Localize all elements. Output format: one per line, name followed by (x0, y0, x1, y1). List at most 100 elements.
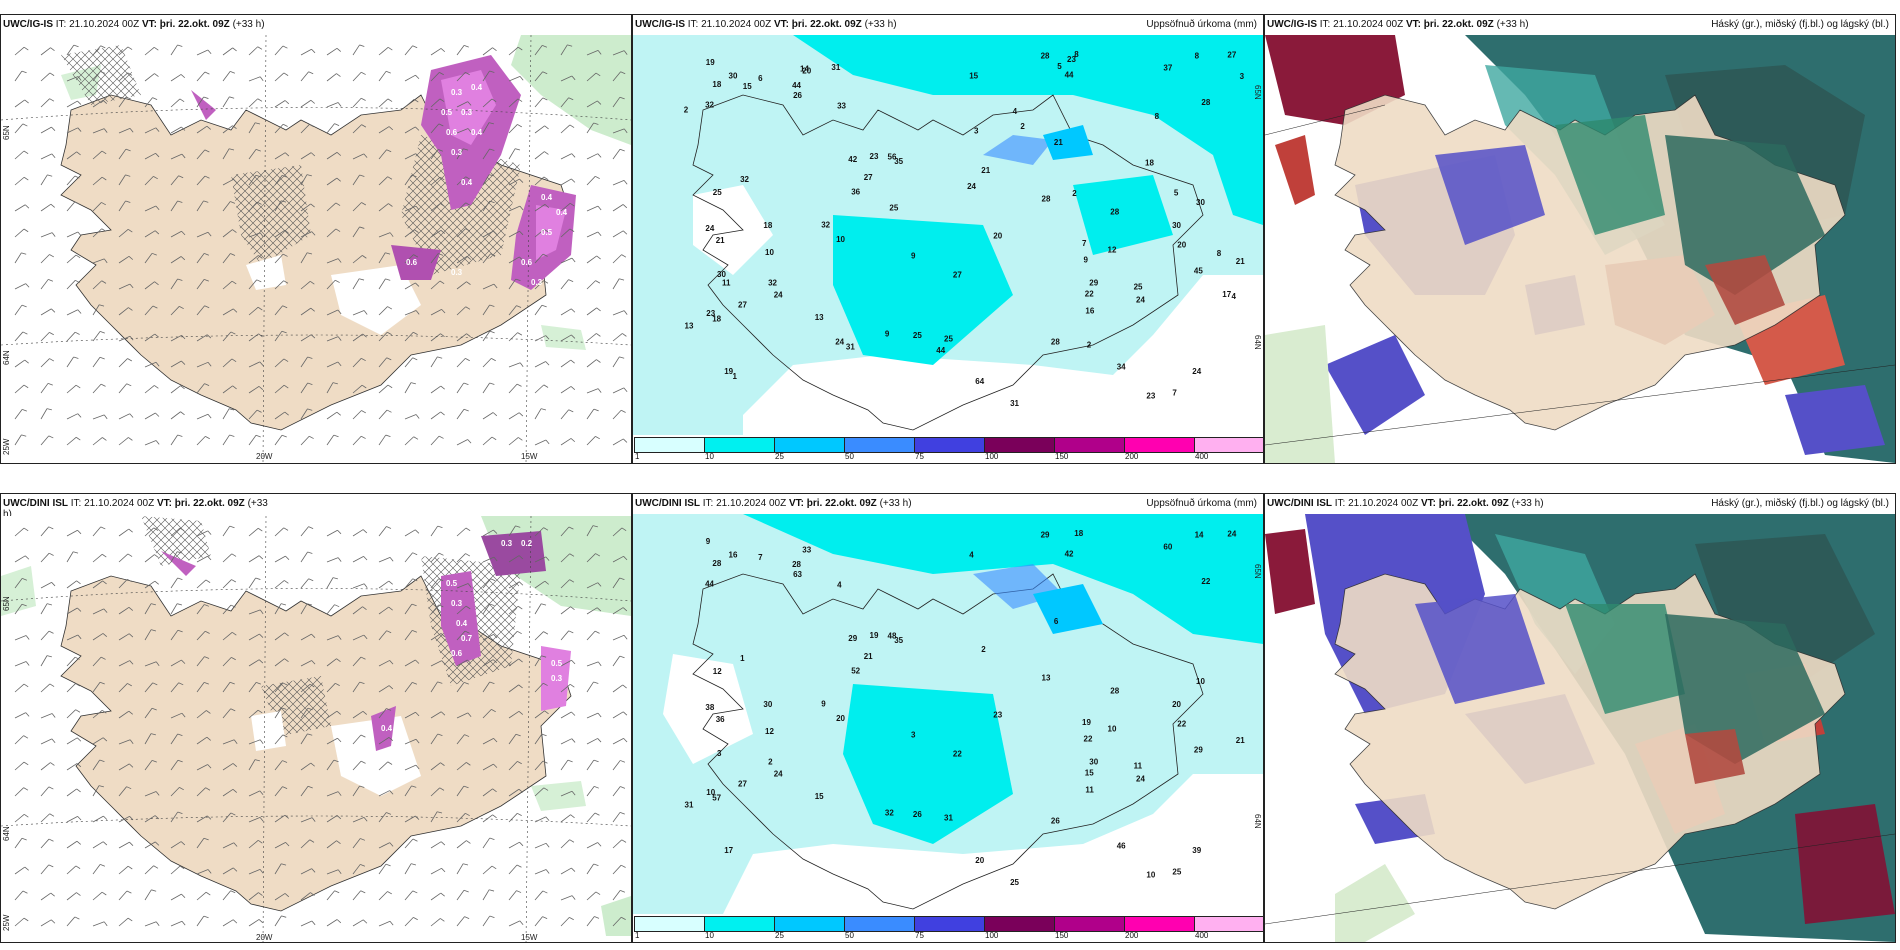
wind-barb (248, 46, 258, 56)
wind-barb-flag (569, 124, 575, 128)
precip-value-label: 19 (706, 58, 715, 67)
wind-barb-flag (204, 604, 210, 607)
wind-barb (222, 682, 231, 693)
wind-barb-flag (360, 890, 366, 894)
wind-barb (170, 334, 182, 342)
wind-barb-flag (46, 603, 53, 606)
wind-barb (508, 75, 521, 82)
wind-barb-flag (333, 434, 339, 438)
precip-value-label: 14 (800, 64, 809, 73)
wind-barb (456, 734, 465, 745)
wind-barb-flag (207, 555, 212, 561)
wind-barb (612, 204, 624, 212)
wind-barb-flag (440, 762, 445, 766)
panel-precip-ig: UWC/IG-IS IT: 21.10.2024 00Z VT: þri. 22… (632, 14, 1264, 464)
wind-barb (508, 124, 518, 134)
wind-barb-flag (491, 709, 496, 713)
wind-barb (248, 76, 261, 82)
wind-barb-flag (51, 126, 56, 131)
wind-barb-flag (74, 201, 80, 205)
wind-barb (352, 97, 362, 108)
precip-value-label: 24 (1136, 775, 1145, 784)
panel-header: UWC/IG-IS IT: 21.10.2024 00Z VT: þri. 22… (635, 19, 1257, 30)
lat-label-64n: 64N (2, 350, 11, 365)
wind-barb-flag (623, 556, 628, 561)
wind-barb-flag (51, 232, 56, 237)
wind-barb-flag (440, 633, 446, 638)
wind-barb-flag (155, 921, 160, 926)
wind-barb-flag (621, 409, 626, 413)
wind-barb-flag (129, 660, 134, 665)
wind-barb (352, 384, 363, 394)
wind-barb-flag (467, 659, 472, 664)
lon-label-20w: 20W (256, 452, 273, 461)
wind-barb-flag (22, 409, 27, 412)
wind-barb (274, 760, 283, 771)
wind-barb-flag (257, 527, 263, 532)
wind-barb-flag (204, 253, 209, 256)
map-area[interactable] (1265, 514, 1895, 942)
wind-barb-flag (593, 863, 599, 866)
wind-barb (118, 96, 127, 108)
wind-barb (248, 122, 256, 134)
wind-barb (430, 762, 441, 771)
wind-barb (482, 788, 493, 797)
wind-barb (144, 791, 157, 797)
wind-barb (144, 580, 156, 589)
wind-barb (378, 556, 391, 563)
wind-barb-flag (519, 178, 524, 183)
wind-barb (430, 681, 438, 693)
precip-value-label: 28 (712, 559, 721, 568)
wind-barb (248, 232, 261, 238)
wind-barb (40, 383, 49, 394)
wind-barb (534, 580, 546, 589)
wind-barb (612, 278, 620, 290)
wind-barb-flag (155, 205, 160, 211)
precip-value-label: 44 (792, 81, 801, 90)
wind-barb-flag (540, 408, 547, 411)
wind-barb-flag (307, 382, 313, 385)
map-area[interactable]: 0.3 0.2 0.5 0.3 0.4 0.7 0.6 0.5 0.3 0.4 65N 64N 2… (1, 516, 631, 942)
precip-value-label: 21 (981, 166, 990, 175)
wind-barb (274, 152, 286, 160)
wind-barb-flag (389, 557, 394, 562)
precip-value-label: 37 (1163, 64, 1172, 73)
wind-barb-flag (283, 358, 289, 362)
map-area[interactable] (1265, 35, 1895, 463)
wind-barb (560, 409, 569, 420)
wind-barb (66, 280, 76, 290)
wind-barb (404, 785, 412, 797)
wind-barb-flag (154, 815, 160, 820)
map-area[interactable]: 22 22 17 33 35 46 57 42 29 25 44 38 28 39 32 10 22 23 48 24… (633, 514, 1263, 914)
wind-barb (326, 382, 334, 394)
lat-label-64n: 64N (1253, 335, 1262, 350)
wind-barb (118, 174, 126, 186)
wind-barb-flag (282, 174, 287, 178)
wind-barb-flag (308, 526, 314, 530)
wind-barb (274, 229, 286, 238)
wind-barb-flag (259, 817, 264, 822)
legend-label: 200 (1125, 931, 1139, 940)
wind-barb (40, 47, 51, 56)
wind-barb-flag (177, 629, 183, 633)
wind-barb (430, 787, 441, 797)
wind-barb (274, 893, 286, 901)
wind-barb (144, 603, 152, 615)
wind-barb (222, 408, 230, 420)
wind-barb-flag (388, 126, 394, 131)
wind-barb-flag (543, 176, 549, 181)
wind-barb-flag (337, 635, 342, 640)
wind-barb-flag (24, 204, 30, 209)
wind-barb-flag (103, 921, 108, 927)
wind-barb-flag (102, 737, 108, 742)
wind-barb (456, 45, 465, 56)
wind-barb-flag (307, 408, 313, 411)
wind-barb-flag (25, 283, 30, 288)
map-area[interactable]: 9 20 19 20 35 34 18 44 42 31 32 24 18 24 9 30 27 20 56 24 27… (633, 35, 1263, 435)
wind-barb-flag (50, 203, 55, 208)
wind-barb-flag (77, 816, 82, 821)
contour-value-label: 0.5 (541, 228, 553, 237)
map-area[interactable]: 0.3 0.4 0.5 0.3 0.6 0.4 0.3 0.4 0.4 0.4 0.5 0.6 0.3 0… (1, 35, 631, 463)
wind-barb (248, 333, 259, 342)
wind-barb (274, 123, 284, 134)
